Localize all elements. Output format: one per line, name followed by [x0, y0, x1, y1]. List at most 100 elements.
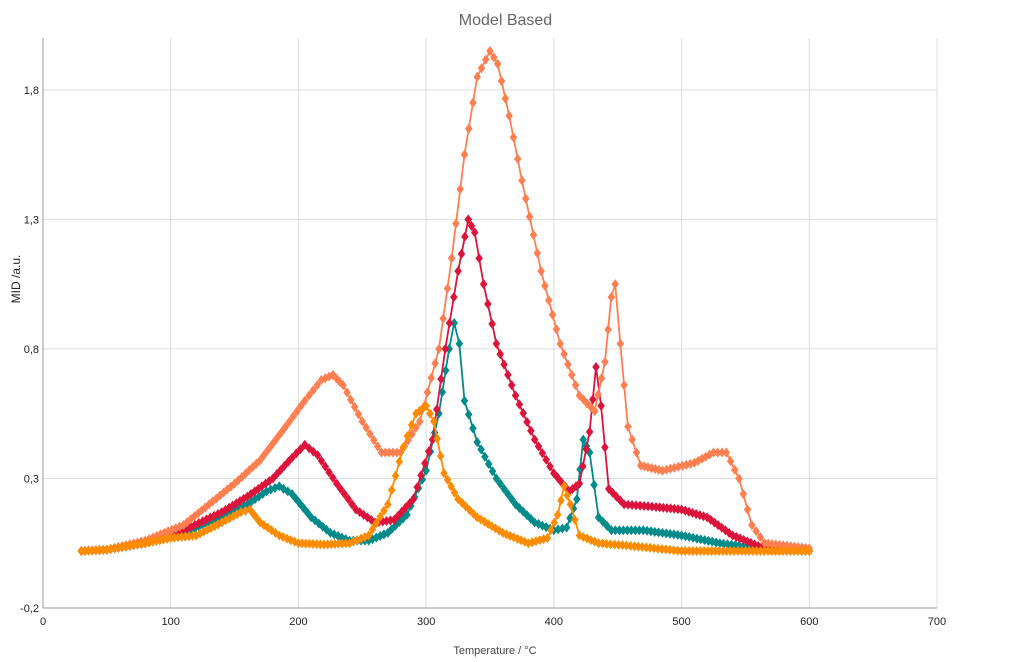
data-point-marker — [394, 510, 402, 521]
data-point-marker — [364, 530, 373, 541]
data-point-marker — [560, 349, 568, 360]
data-point-marker — [611, 279, 619, 290]
y-tick-label: 1,8 — [24, 85, 39, 97]
data-point-marker — [726, 456, 735, 467]
data-point-marker — [447, 253, 456, 264]
x-tick-labels: 0 100 200 300 400 500 600 700 — [40, 616, 946, 628]
data-point-marker — [533, 248, 542, 259]
data-point-marker — [743, 504, 752, 515]
data-point-marker — [439, 313, 447, 324]
data-point-marker — [456, 184, 464, 195]
series-4 — [77, 400, 814, 556]
data-point-marker — [501, 93, 510, 104]
x-tick-label: 200 — [289, 616, 307, 628]
y-axis-label: MID /a.u. — [9, 254, 23, 304]
data-point-marker — [384, 499, 392, 510]
data-point-marker — [492, 338, 501, 349]
data-point-marker — [616, 338, 625, 349]
data-point-marker — [764, 546, 772, 556]
data-point-marker — [464, 123, 473, 134]
data-point-marker — [486, 45, 494, 56]
data-point-marker — [530, 434, 539, 445]
data-point-marker — [801, 546, 810, 556]
data-point-marker — [393, 447, 401, 458]
data-point-marker — [433, 404, 441, 415]
data-point-marker — [632, 447, 641, 458]
data-point-marker — [677, 546, 686, 556]
data-point-marker — [417, 470, 425, 481]
data-point-marker — [352, 504, 360, 515]
data-point-marker — [681, 546, 690, 556]
data-point-marker — [354, 409, 363, 420]
data-point-marker — [560, 481, 568, 492]
data-point-marker — [515, 399, 524, 410]
data-point-marker — [301, 395, 309, 406]
data-point-marker — [297, 400, 305, 411]
data-point-marker — [529, 229, 538, 240]
data-point-marker — [685, 546, 693, 556]
data-point-marker — [567, 369, 576, 380]
data-point-marker — [395, 456, 404, 467]
data-point-marker — [457, 248, 466, 259]
data-point-marker — [575, 478, 584, 489]
data-point-marker — [281, 421, 290, 432]
x-tick-label: 400 — [545, 616, 563, 628]
data-point-marker — [465, 505, 474, 516]
data-point-marker — [805, 546, 814, 556]
data-point-marker — [496, 349, 504, 360]
data-point-marker — [756, 546, 765, 556]
data-point-marker — [336, 483, 345, 494]
data-point-marker — [426, 408, 434, 419]
data-point-marker — [731, 464, 739, 475]
data-point-marker — [628, 434, 636, 445]
data-point-marker — [450, 487, 459, 498]
data-point-marker — [527, 425, 535, 436]
data-point-marker — [421, 458, 429, 469]
data-point-marker — [601, 442, 609, 453]
data-point-marker — [700, 546, 708, 556]
data-point-marker — [350, 401, 359, 412]
data-point-marker — [544, 295, 553, 306]
data-point-marker — [534, 441, 543, 452]
data-point-marker — [340, 489, 349, 499]
data-point-marker — [481, 54, 490, 65]
x-tick-label: 300 — [417, 616, 435, 628]
data-point-marker — [464, 409, 473, 420]
data-point-marker — [469, 423, 477, 434]
data-point-marker — [403, 431, 412, 442]
data-point-marker — [435, 343, 443, 354]
data-point-marker — [674, 504, 682, 515]
data-point-marker — [707, 546, 716, 556]
data-point-marker — [711, 546, 720, 556]
data-point-marker — [579, 434, 587, 445]
data-point-marker — [635, 525, 644, 536]
y-tick-label: -0,2 — [20, 603, 39, 615]
data-point-marker — [500, 483, 508, 494]
data-point-marker — [511, 390, 520, 401]
data-point-marker — [504, 369, 512, 380]
data-point-marker — [543, 533, 552, 544]
data-point-marker — [564, 359, 572, 370]
data-point-marker — [798, 546, 806, 556]
data-point-marker — [579, 461, 587, 472]
data-point-marker — [407, 419, 416, 430]
data-point-marker — [748, 520, 756, 531]
data-point-marker — [590, 479, 598, 490]
data-point-marker — [496, 478, 504, 489]
data-point-marker — [786, 546, 795, 556]
data-point-marker — [794, 546, 802, 556]
data-point-marker — [771, 546, 780, 556]
data-point-marker — [730, 546, 738, 556]
data-point-marker — [332, 478, 341, 489]
data-point-marker — [597, 400, 605, 411]
data-point-marker — [589, 394, 597, 405]
data-point-marker — [601, 356, 609, 367]
data-point-marker — [631, 525, 640, 536]
data-point-marker — [571, 380, 580, 391]
x-tick-label: 500 — [672, 616, 690, 628]
series-fit-line — [81, 216, 810, 552]
data-point-marker — [347, 394, 355, 405]
data-point-marker — [373, 441, 382, 452]
data-point-marker — [752, 546, 761, 556]
data-point-marker — [718, 447, 726, 458]
